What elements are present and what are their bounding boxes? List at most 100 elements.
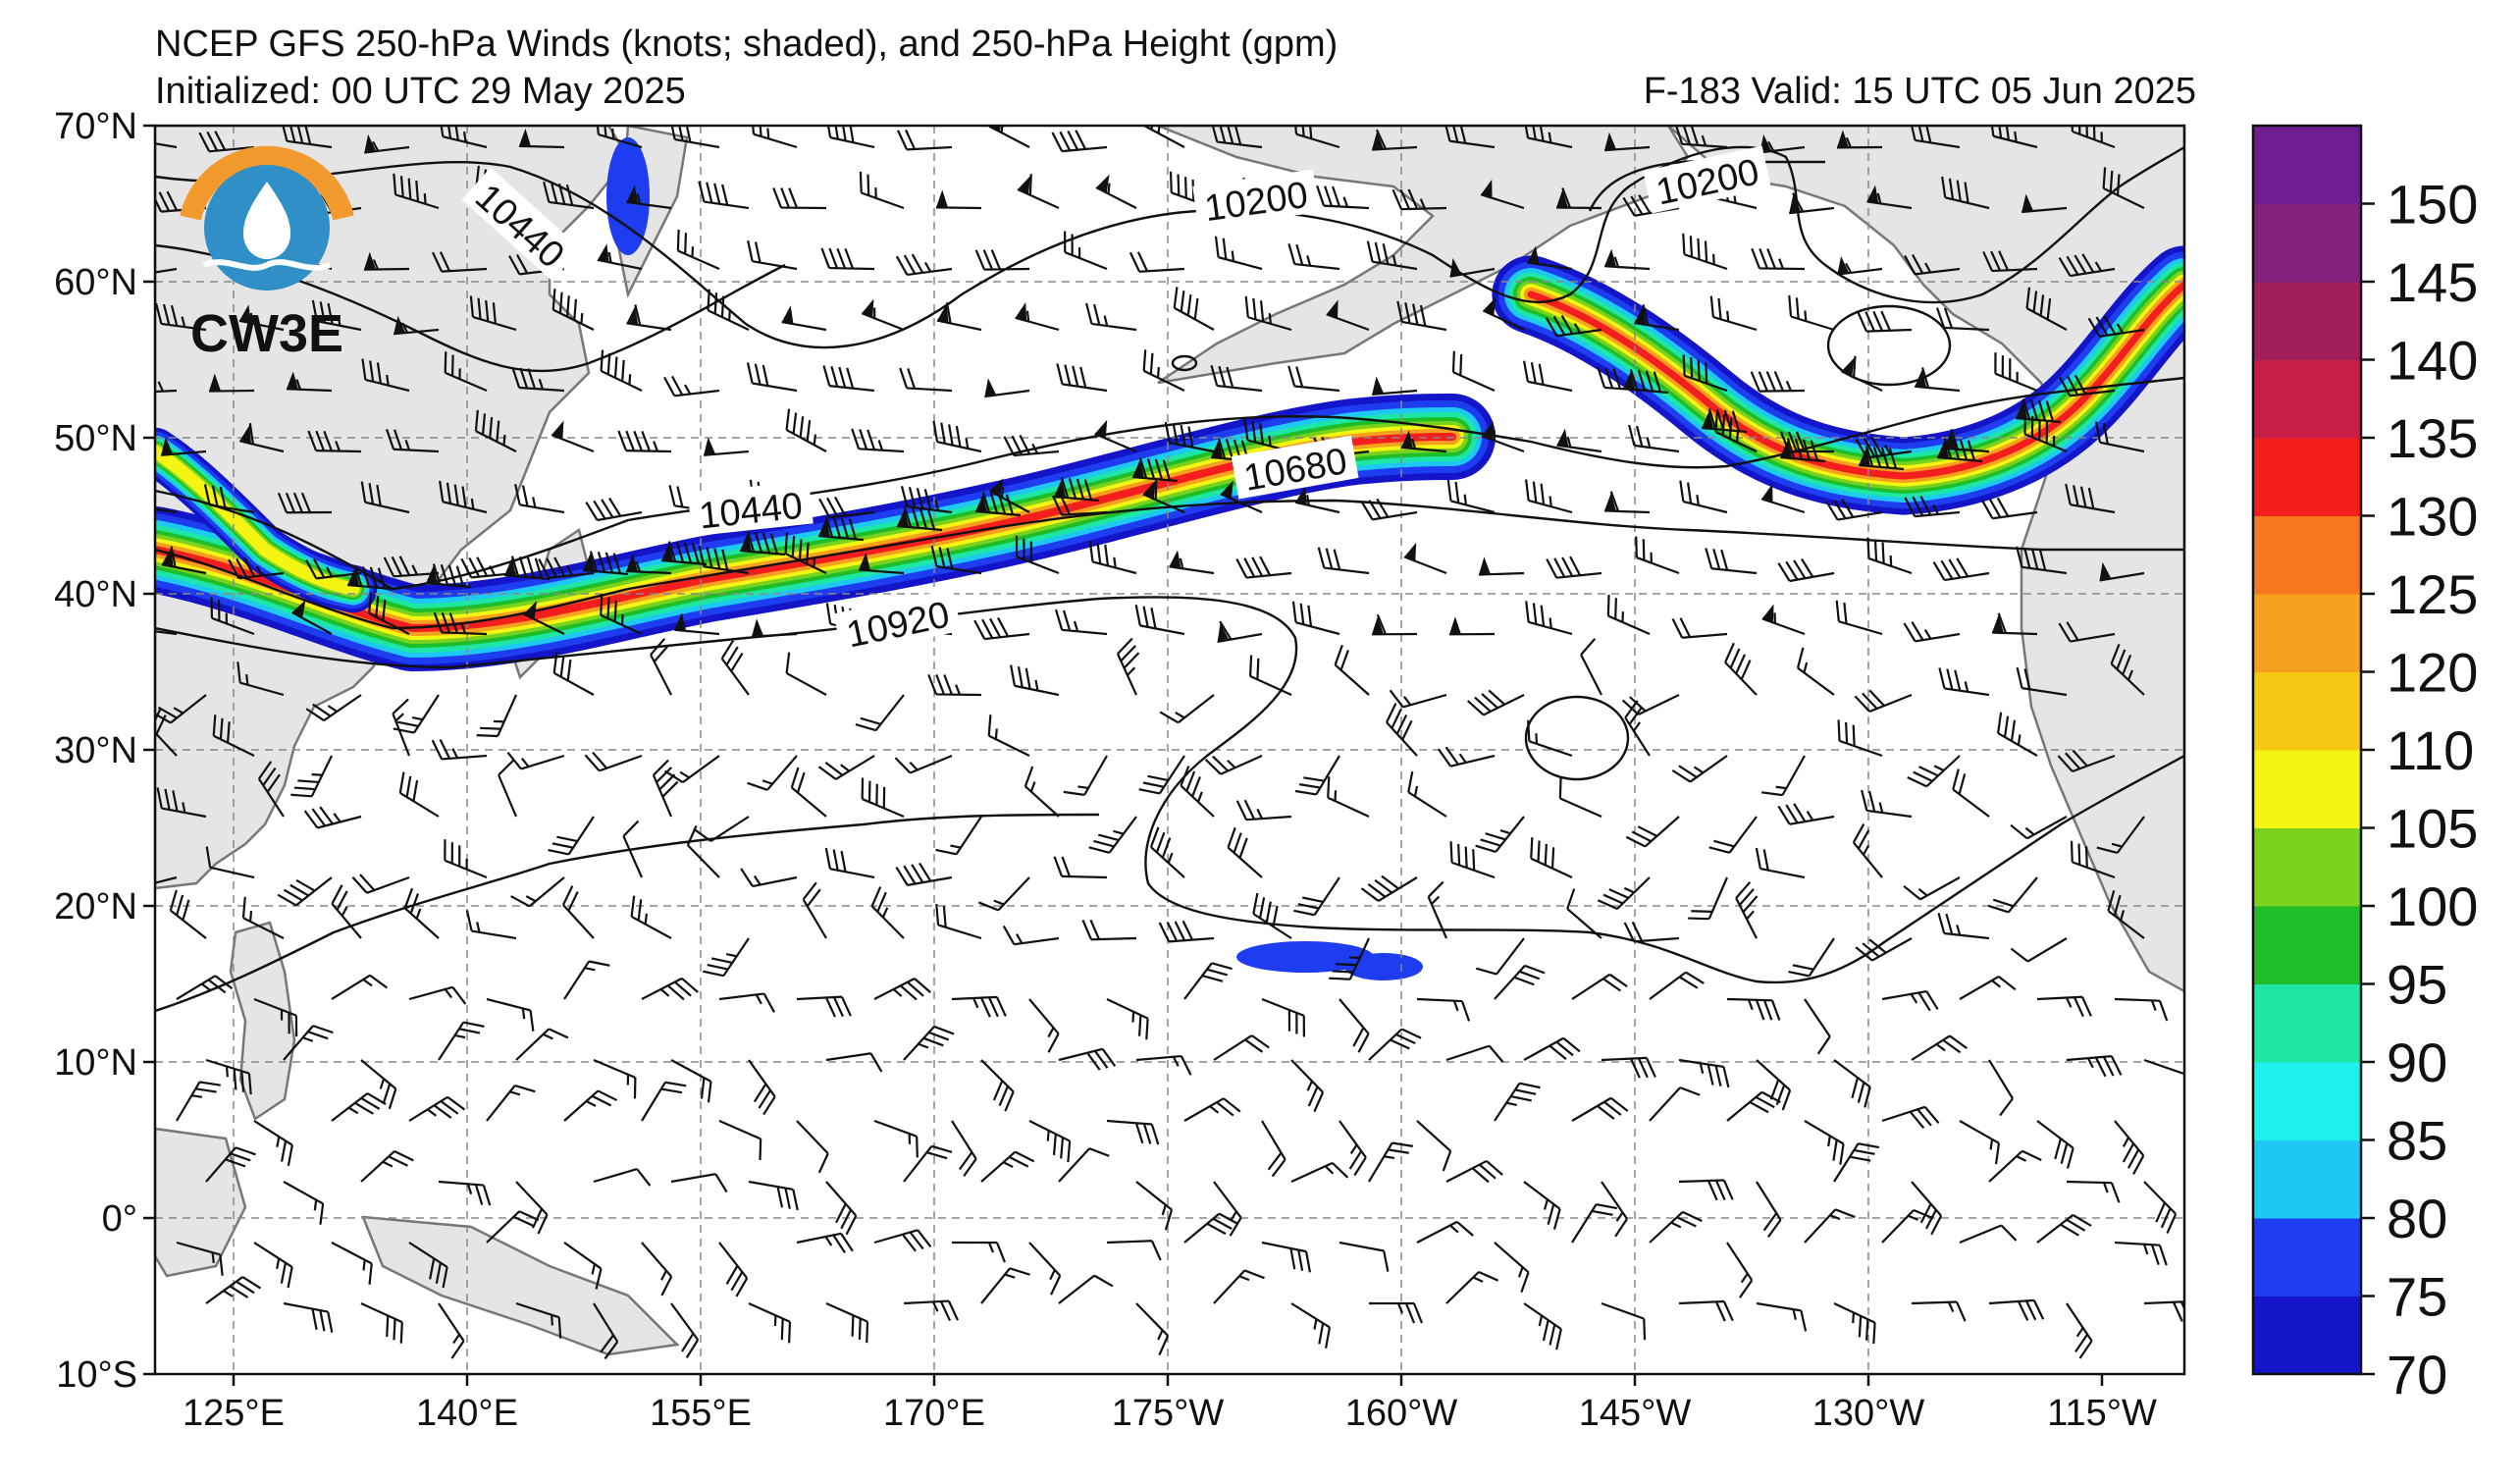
wind-barb <box>1244 295 1292 332</box>
wind-barb <box>669 126 720 149</box>
wind-barb <box>386 428 440 453</box>
wind-barb <box>1750 370 1806 393</box>
wind-barb <box>1804 1120 1845 1165</box>
wind-barb <box>2096 816 2145 855</box>
wind-barb <box>670 1302 700 1358</box>
wind-barb <box>1261 997 1305 1037</box>
wind-barb <box>1449 841 1496 879</box>
wind-barb <box>1708 816 1758 854</box>
wind-barb <box>894 754 953 774</box>
wind-barb <box>1756 1301 1808 1332</box>
wind-barb <box>1494 1242 1530 1294</box>
wind-barb <box>1213 1181 1242 1237</box>
wind-barb <box>1571 1203 1617 1244</box>
wind-barb <box>1106 1240 1162 1261</box>
wind-barb <box>1601 1056 1656 1079</box>
wind-barb <box>2114 1120 2145 1175</box>
colorbar-tick-label: 105 <box>2387 798 2478 860</box>
wind-barb <box>548 816 595 856</box>
wind-barb <box>1835 600 1883 636</box>
wind-barb <box>515 1301 562 1339</box>
wind-barb <box>975 492 1022 517</box>
wind-barb <box>1635 536 1680 575</box>
wind-barb <box>818 516 865 542</box>
wind-barb <box>203 484 255 514</box>
wind-barb <box>331 884 362 939</box>
wind-barb <box>1290 1059 1325 1113</box>
wind-barb <box>1522 360 1573 393</box>
wind-barb <box>307 430 362 453</box>
wind-barb <box>393 173 440 210</box>
wind-barb <box>825 126 875 149</box>
wind-barb <box>1028 1120 1072 1163</box>
wind-barb <box>698 546 750 575</box>
wind-barb <box>1015 302 1060 332</box>
wind-barb <box>2036 1213 2092 1244</box>
wind-barb <box>1252 892 1292 939</box>
wind-barb <box>1788 937 1835 978</box>
lat-label: 70°N <box>54 106 137 147</box>
lon-label: 145°W <box>1579 1393 1692 1434</box>
wind-barb <box>1523 1036 1581 1061</box>
wind-barb <box>1366 240 1418 271</box>
colorbar-tick-label: 90 <box>2387 1032 2447 1093</box>
wind-barb <box>936 302 982 332</box>
wind-barb <box>1988 1059 2014 1117</box>
wind-barb <box>1881 1209 1934 1244</box>
wind-barb <box>785 652 827 696</box>
wind-barb <box>987 715 1030 757</box>
wind-barb <box>1235 556 1292 579</box>
lat-label: 40°N <box>54 574 137 615</box>
wind-barb <box>980 1059 1015 1112</box>
wind-barb <box>930 545 982 575</box>
wind-barb <box>1326 299 1370 332</box>
wind-barb <box>1290 1302 1332 1349</box>
wind-barb <box>156 787 207 819</box>
wind-barb <box>1293 876 1340 917</box>
colorbar-segment <box>2253 594 2361 672</box>
wind-barb <box>543 181 595 210</box>
wind-barb <box>1866 537 1913 575</box>
wind-barb <box>551 289 595 331</box>
wind-barb <box>1904 495 1961 518</box>
lon-label: 130°W <box>1812 1393 1925 1434</box>
wind-barb <box>1210 364 1263 393</box>
wind-barb <box>1164 421 1215 453</box>
wind-barb <box>208 373 255 393</box>
wind-barb <box>1628 424 1680 453</box>
wind-barb <box>704 437 750 456</box>
wind-barb <box>652 759 679 818</box>
colorbar-segment <box>2253 827 2361 907</box>
wind-barb <box>1448 616 1496 636</box>
wind-barb <box>438 1180 492 1206</box>
land-masses <box>155 126 2184 1356</box>
wind-barb <box>932 420 982 453</box>
wind-barb <box>161 546 207 575</box>
wind-barb <box>1132 457 1179 483</box>
wind-barb <box>2143 1058 2184 1077</box>
wind-barb <box>2114 1241 2168 1266</box>
wind-barb <box>2099 561 2145 582</box>
wind-barb <box>286 371 333 393</box>
wind-barb <box>1623 921 1680 943</box>
wind-barb <box>469 295 517 332</box>
colorbar-segment <box>2253 438 2361 516</box>
lat-label: 60°N <box>54 262 137 303</box>
wind-barb <box>1761 604 1806 636</box>
wind-barb <box>1840 355 1883 392</box>
wind-barb <box>1571 1096 1629 1122</box>
colorbar: 70 75 80 85 90 95 100 105 110 120 125 130 135 140 145 1… <box>2251 124 2478 1405</box>
wind-barb <box>1183 962 1233 1000</box>
wind-barb <box>1678 1299 1734 1322</box>
wind-barb <box>1329 937 1370 980</box>
wind-barb <box>825 1301 869 1344</box>
wind-barb <box>686 824 720 878</box>
colorbar-segment <box>2253 359 2361 439</box>
wind-barb <box>1903 876 1961 901</box>
wind-barb <box>1861 789 1913 819</box>
wind-barb <box>551 420 595 453</box>
wind-barb <box>951 1241 1006 1263</box>
wind-barb <box>1106 1119 1160 1145</box>
wind-barb <box>626 304 672 332</box>
wind-barb <box>825 1181 858 1236</box>
